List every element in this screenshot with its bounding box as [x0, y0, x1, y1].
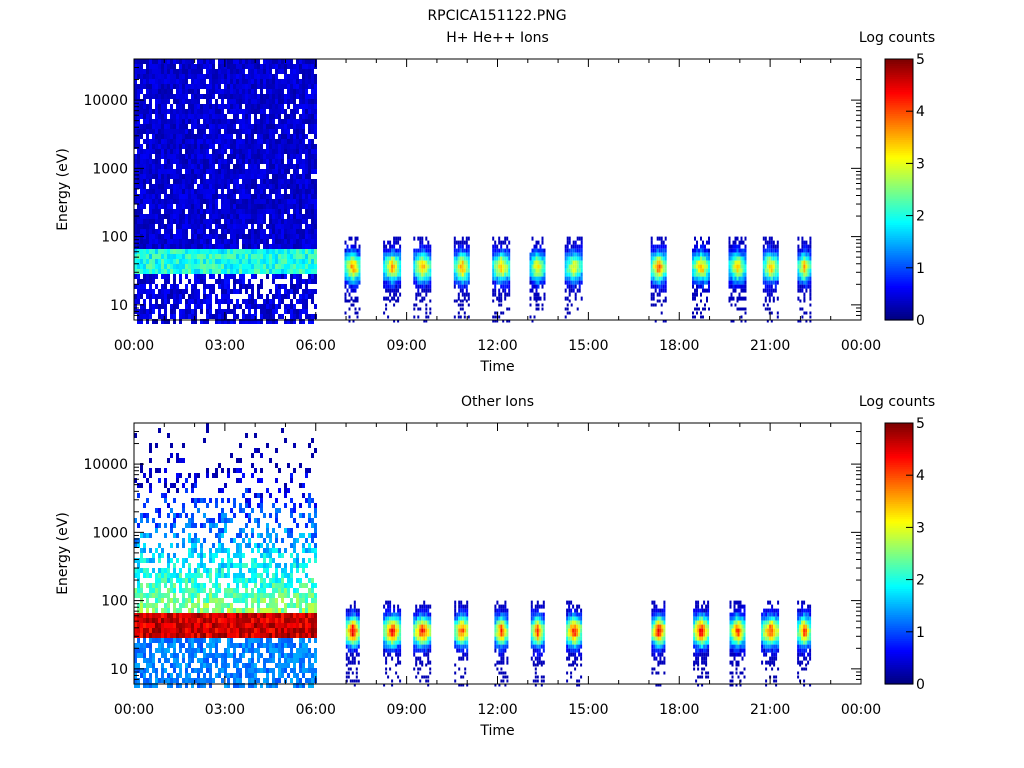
x-tick-label: 09:00 — [386, 338, 426, 354]
x-tick-label: 06:00 — [296, 338, 336, 354]
panel-title: H+ He++ Ions — [446, 30, 549, 46]
y-tick-label: 1000 — [92, 525, 128, 541]
x-tick-label: 00:00 — [841, 702, 881, 718]
x-tick-label: 00:00 — [114, 338, 154, 354]
spectrogram — [134, 59, 812, 324]
colorbar-tick-label: 1 — [916, 625, 925, 641]
panel-title: Other Ions — [461, 394, 534, 410]
y-tick-label: 10000 — [83, 93, 128, 109]
colorbar-tick-label: 2 — [916, 573, 925, 589]
x-axis-label: Time — [479, 723, 514, 739]
y-tick-label: 10 — [110, 298, 128, 314]
colorbar-tick-label: 4 — [916, 468, 925, 484]
x-tick-label: 21:00 — [750, 702, 790, 718]
colorbar-label: Log counts — [859, 394, 935, 410]
x-tick-label: 09:00 — [386, 702, 426, 718]
y-axis-label: Energy (eV) — [55, 148, 71, 231]
x-tick-label: 12:00 — [477, 338, 517, 354]
x-tick-label: 15:00 — [568, 702, 608, 718]
x-tick-label: 18:00 — [659, 338, 699, 354]
x-tick-label: 18:00 — [659, 702, 699, 718]
y-tick-label: 100 — [101, 594, 128, 610]
y-tick-label: 1000 — [92, 161, 128, 177]
colorbar-tick-label: 1 — [916, 261, 925, 277]
page-title: RPCICA151122.PNG — [427, 8, 566, 24]
x-axis-label: Time — [479, 359, 514, 375]
colorbar-tick-label: 0 — [916, 313, 925, 329]
x-tick-label: 06:00 — [296, 702, 336, 718]
panel-other-ions: 00:00 03:00 06:00 09:00 12:00 15:00 18:00 21:00… — [55, 394, 935, 739]
spectrogram — [134, 423, 812, 688]
y-tick-label: 10000 — [83, 457, 128, 473]
x-tick-label: 00:00 — [114, 702, 154, 718]
y-tick-label: 10 — [110, 662, 128, 678]
x-tick-label: 15:00 — [568, 338, 608, 354]
x-tick-label: 03:00 — [205, 702, 245, 718]
x-tick-label: 21:00 — [750, 338, 790, 354]
colorbar-frame — [884, 58, 914, 321]
colorbar-tick-label: 4 — [916, 104, 925, 120]
colorbar: 0 1 2 3 4 5 — [884, 52, 925, 329]
colorbar-tick-label: 5 — [916, 416, 925, 432]
colorbar-tick-label: 3 — [916, 156, 925, 172]
x-tick-label: 12:00 — [477, 702, 517, 718]
colorbar-label: Log counts — [859, 30, 935, 46]
panel-h-he-ions: 00:00 03:00 06:00 09:00 12:00 15:00 18:00 21:00… — [55, 30, 935, 375]
colorbar-tick-label: 3 — [916, 520, 925, 536]
colorbar-frame — [884, 422, 914, 685]
colorbar-tick-label: 5 — [916, 52, 925, 68]
y-axis-label: Energy (eV) — [55, 512, 71, 595]
y-tick-label: 100 — [101, 230, 128, 246]
colorbar-tick-label: 2 — [916, 209, 925, 225]
colorbar: 0 1 2 3 4 5 — [884, 416, 925, 693]
colorbar-tick-label: 0 — [916, 677, 925, 693]
x-tick-label: 00:00 — [841, 338, 881, 354]
x-tick-label: 03:00 — [205, 338, 245, 354]
